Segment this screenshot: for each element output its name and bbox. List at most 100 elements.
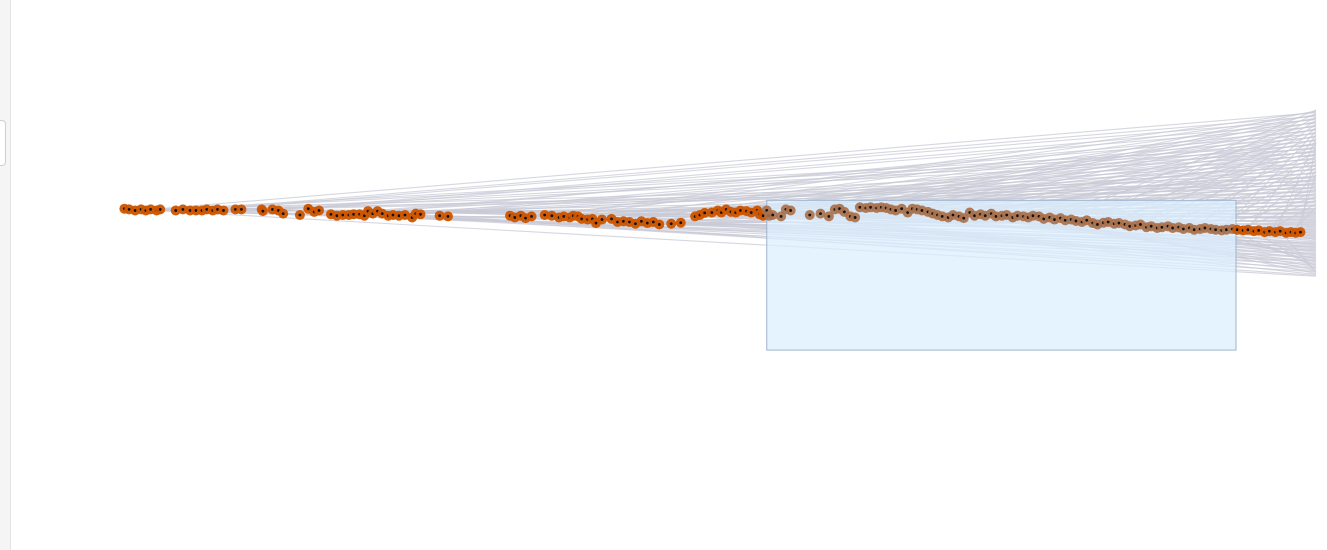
data-point-center xyxy=(739,209,742,212)
data-point-center xyxy=(973,214,976,218)
link-line xyxy=(766,139,1317,211)
data-point-center xyxy=(1074,219,1078,223)
link-line xyxy=(212,151,1317,211)
data-point-center xyxy=(1053,218,1056,221)
link-line xyxy=(1264,203,1317,233)
data-point-center xyxy=(940,215,944,218)
data-point-center xyxy=(1005,213,1009,217)
data-point-center xyxy=(524,216,527,220)
link-line xyxy=(308,126,1317,210)
link-line xyxy=(190,115,1317,211)
data-point-center xyxy=(222,209,225,212)
data-point-center xyxy=(1235,228,1239,232)
data-point-center xyxy=(1214,228,1218,232)
data-point-center xyxy=(1225,228,1228,232)
data-point-center xyxy=(827,215,831,218)
data-point-center xyxy=(216,208,219,211)
data-point-center xyxy=(174,209,178,212)
link-line xyxy=(1253,230,1317,270)
data-point-center xyxy=(580,217,584,221)
sidebar-collapse-handle[interactable] xyxy=(0,120,6,166)
data-point-center xyxy=(900,207,904,211)
data-point-center xyxy=(530,215,533,218)
link-line xyxy=(1299,141,1317,233)
data-point-center xyxy=(550,214,554,218)
data-point-center xyxy=(1257,229,1261,232)
data-point-center xyxy=(920,209,924,212)
link-line xyxy=(839,146,1317,210)
data-point-center xyxy=(983,214,987,218)
link-line xyxy=(1221,130,1317,231)
data-point-center xyxy=(669,222,673,226)
data-point-center xyxy=(869,205,873,209)
data-point-center xyxy=(1016,214,1019,218)
link-line xyxy=(392,136,1317,216)
data-point-center xyxy=(329,212,333,216)
data-point-center xyxy=(853,216,857,219)
data-point-center xyxy=(1246,228,1250,232)
data-point-center xyxy=(1278,229,1282,233)
data-point-center xyxy=(906,211,910,214)
link-line xyxy=(895,120,1317,211)
link-line xyxy=(1268,170,1317,232)
data-point-center xyxy=(894,209,898,212)
data-point-center xyxy=(1106,220,1110,224)
data-point-center xyxy=(1182,227,1185,231)
data-points xyxy=(119,202,1306,238)
data-point-center xyxy=(1117,221,1121,225)
data-point-center xyxy=(1299,230,1302,234)
data-point-center xyxy=(651,220,655,224)
data-point-center xyxy=(842,210,846,214)
data-point-center xyxy=(562,215,566,218)
data-point-center xyxy=(710,211,714,214)
link-line xyxy=(844,113,1317,213)
link-line xyxy=(809,110,1317,216)
data-point-center xyxy=(335,214,339,218)
data-point-center xyxy=(600,218,604,221)
data-point-center xyxy=(657,223,661,226)
data-point-center xyxy=(628,220,631,224)
link-line xyxy=(150,112,1317,210)
link-line xyxy=(525,111,1317,219)
link-line xyxy=(1247,134,1317,231)
data-point-center xyxy=(158,208,162,211)
data-point-center xyxy=(622,219,625,223)
data-point-center xyxy=(789,209,793,212)
data-point-center xyxy=(1096,223,1099,226)
data-point-center xyxy=(858,205,862,209)
data-point-center xyxy=(391,213,395,217)
data-point-center xyxy=(317,209,321,212)
link-line xyxy=(746,135,1317,212)
data-point-center xyxy=(188,209,192,212)
data-point-center xyxy=(306,207,310,211)
data-point-center xyxy=(240,208,243,211)
link-line xyxy=(870,117,1317,208)
data-point-center xyxy=(281,212,285,216)
data-point-center xyxy=(819,212,822,216)
link-line xyxy=(921,124,1317,211)
data-point-center xyxy=(610,217,613,221)
data-point-center xyxy=(639,219,643,223)
data-point-center xyxy=(352,212,356,216)
data-point-center xyxy=(1149,224,1153,228)
data-point-center xyxy=(771,213,775,217)
data-point-center xyxy=(749,211,753,214)
data-point-center xyxy=(1085,218,1089,222)
data-point-center xyxy=(127,208,131,211)
data-point-center xyxy=(1268,229,1271,233)
data-point-center xyxy=(1128,224,1132,228)
data-point-center xyxy=(438,214,442,218)
data-point-center xyxy=(1042,217,1046,221)
data-point-center xyxy=(616,220,619,224)
data-point-center xyxy=(645,221,649,225)
data-point-center xyxy=(397,214,401,218)
link-line xyxy=(217,119,1317,210)
data-point-center xyxy=(679,221,683,225)
data-point-center xyxy=(703,211,707,215)
data-point-center xyxy=(1171,226,1175,230)
data-point-center xyxy=(133,209,137,212)
data-point-center xyxy=(234,208,237,211)
data-point-center xyxy=(962,216,966,220)
link-line xyxy=(1279,230,1317,274)
